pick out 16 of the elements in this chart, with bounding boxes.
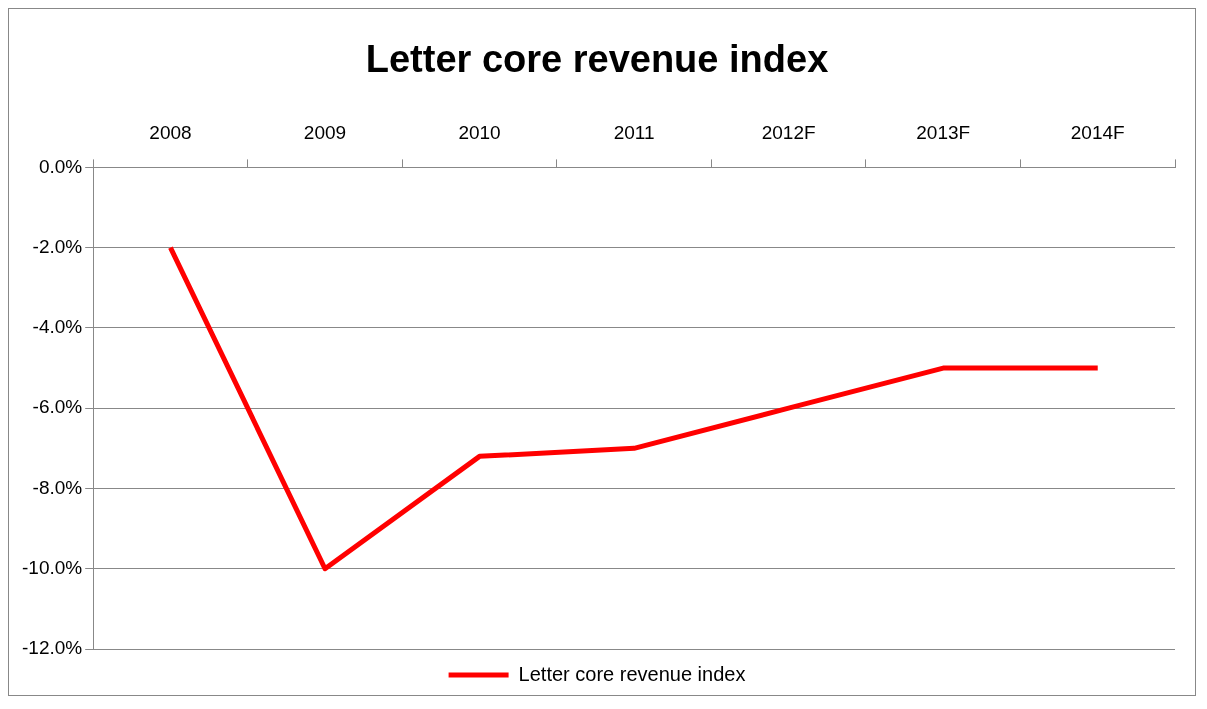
x-tick-label: 2013F	[916, 122, 971, 144]
chart-title: Letter core revenue index	[365, 38, 829, 81]
legend-label: Letter core revenue index	[518, 662, 746, 685]
x-tick-label: 2011	[613, 122, 655, 144]
y-tick-label: -8.0%	[32, 476, 83, 498]
y-tick-label: -12.0%	[22, 637, 83, 659]
x-tick-label: 2008	[149, 122, 192, 144]
x-tick-label: 2009	[303, 122, 347, 144]
y-tick-label: -6.0%	[32, 396, 83, 418]
y-tick-label: -4.0%	[32, 316, 83, 338]
x-tick-label: 2012F	[761, 122, 816, 144]
y-tick-label: 0.0%	[38, 155, 83, 177]
x-tick-label: 2010	[458, 122, 501, 144]
y-tick-label: -2.0%	[32, 235, 83, 257]
y-tick-label: -10.0%	[22, 556, 83, 578]
x-tick-label: 2014F	[1070, 122, 1125, 144]
